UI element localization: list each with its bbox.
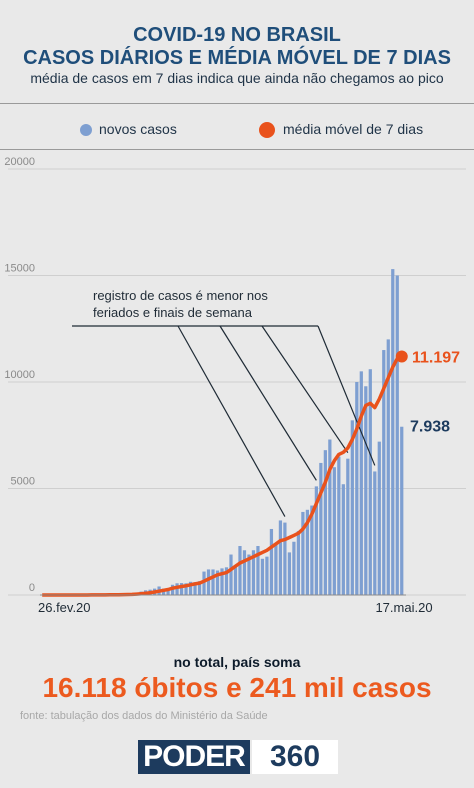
legend-line-swatch bbox=[259, 122, 275, 138]
annotation-pointer bbox=[261, 325, 349, 454]
bar bbox=[251, 550, 256, 595]
legend-bars-swatch bbox=[80, 124, 92, 136]
bar bbox=[278, 520, 283, 595]
bar bbox=[386, 339, 390, 595]
bar bbox=[328, 439, 332, 595]
bar bbox=[211, 569, 215, 595]
y-tick-label: 10000 bbox=[4, 369, 35, 381]
legend-bars-label: novos casos bbox=[99, 121, 177, 137]
chart-title-line2: CASOS DIÁRIOS E MÉDIA MÓVEL DE 7 DIAS bbox=[23, 47, 451, 69]
y-tick-label: 0 bbox=[29, 582, 35, 594]
chart-subtitle: média de casos em 7 dias indica que aind… bbox=[30, 70, 444, 86]
bar bbox=[184, 583, 188, 595]
annotation-pointer bbox=[219, 325, 317, 481]
total-note: no total, país soma bbox=[173, 654, 301, 670]
bar bbox=[220, 568, 224, 595]
bar bbox=[350, 420, 354, 595]
y-tick-label: 5000 bbox=[11, 476, 35, 488]
bar bbox=[215, 570, 220, 595]
chart-area: 0 5000 10000 15000 20000 registro de casos é… bbox=[4, 156, 466, 615]
bar bbox=[305, 509, 310, 595]
bar bbox=[247, 554, 251, 595]
bar bbox=[341, 484, 345, 595]
bar bbox=[391, 269, 395, 595]
divider-legend bbox=[0, 149, 474, 150]
bar bbox=[314, 486, 318, 595]
bar-end-label: 7.938 bbox=[410, 419, 450, 436]
bar bbox=[269, 528, 274, 595]
bar bbox=[283, 522, 287, 595]
bar bbox=[310, 505, 314, 595]
line-end-dot bbox=[395, 350, 408, 363]
bar bbox=[400, 426, 404, 595]
bar bbox=[319, 462, 323, 595]
bar bbox=[197, 581, 202, 595]
annotation-line2: feriados e finais de semana bbox=[93, 305, 253, 320]
y-tick-label: 20000 bbox=[4, 156, 35, 168]
bar bbox=[337, 456, 341, 595]
bar bbox=[323, 450, 327, 595]
bar bbox=[206, 569, 211, 595]
bar bbox=[346, 458, 350, 595]
legend-line-label: média móvel de 7 dias bbox=[283, 121, 424, 137]
bar bbox=[233, 567, 238, 595]
bar bbox=[238, 546, 242, 595]
logo-360: 360 bbox=[252, 740, 338, 774]
bar bbox=[373, 471, 377, 595]
bar bbox=[229, 554, 233, 595]
bar bbox=[359, 371, 363, 595]
bar bbox=[193, 582, 197, 595]
bar bbox=[332, 467, 336, 595]
bar bbox=[382, 350, 386, 595]
source-note: fonte: tabulação dos dados do Ministério… bbox=[20, 710, 268, 722]
bar bbox=[395, 275, 399, 595]
line-end-label: 11.197 bbox=[412, 350, 460, 367]
x-end-label: 17.mai.20 bbox=[375, 600, 432, 615]
bar bbox=[166, 589, 170, 595]
bar bbox=[260, 558, 265, 595]
bar bbox=[224, 567, 229, 595]
total-headline: 16.118 óbitos e 241 mil casos bbox=[42, 672, 432, 703]
bar bbox=[265, 556, 269, 595]
logo-poder: PODER bbox=[138, 740, 250, 774]
bar bbox=[256, 546, 260, 595]
bar bbox=[377, 441, 381, 595]
chart-title-line1: COVID-19 NO BRASIL bbox=[133, 24, 341, 46]
bar bbox=[292, 541, 296, 595]
bar bbox=[179, 583, 184, 595]
bar bbox=[175, 583, 179, 595]
bar bbox=[188, 581, 193, 595]
bar bbox=[202, 571, 206, 595]
annotation-pointer bbox=[177, 325, 286, 517]
bar bbox=[242, 550, 247, 595]
bar bbox=[355, 382, 359, 595]
x-start-label: 26.fev.20 bbox=[38, 600, 91, 615]
divider-top bbox=[0, 103, 474, 104]
bar bbox=[301, 511, 305, 595]
bar bbox=[364, 386, 368, 595]
y-tick-label: 15000 bbox=[4, 263, 35, 275]
bar bbox=[274, 543, 278, 595]
annotation-pointer bbox=[317, 325, 376, 466]
bar bbox=[287, 552, 292, 595]
annotation-line1: registro de casos é menor nos bbox=[93, 288, 268, 303]
bar bbox=[368, 369, 372, 595]
bar bbox=[296, 531, 301, 595]
